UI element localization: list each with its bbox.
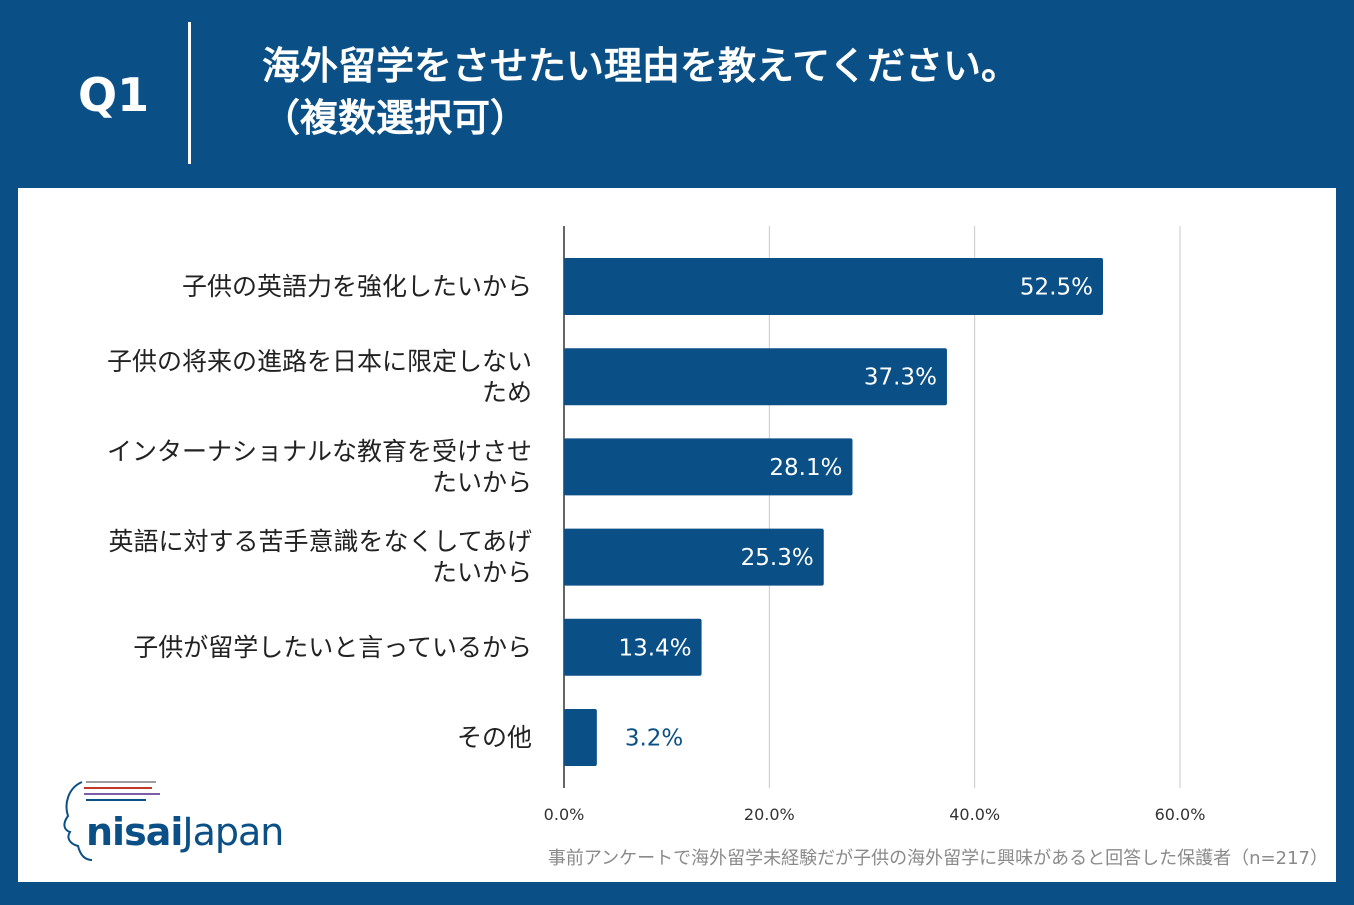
bar-value-label: 3.2% (625, 726, 683, 752)
bar-chart: 0.0% 20.0% 40.0% 60.0% 52.5% 37.3% 28.1% 25.3% 1… (544, 226, 1206, 824)
x-tick-label: 0.0% (544, 805, 585, 824)
nisai-japan-logo: nisaiJapan (56, 774, 316, 864)
category-label-line: 子供の英語力を強化したいから (181, 272, 532, 301)
chart-panel: 0.0% 20.0% 40.0% 60.0% 52.5% 37.3% 28.1% 25.3% 1… (18, 188, 1336, 882)
footnote: 事前アンケートで海外留学未経験だが子供の海外留学に興味があると回答した保護者（n… (547, 848, 1328, 869)
x-tick-label: 60.0% (1155, 805, 1206, 824)
bar-value-label: 13.4% (618, 635, 691, 661)
question-title-line1: 海外留学をさせたい理由を教えてください。 (262, 44, 1019, 88)
bar-value-label: 52.5% (1020, 275, 1093, 301)
category-label: 子供の英語力を強化したいから (32, 271, 532, 302)
question-title: 海外留学をさせたい理由を教えてください。 （複数選択可） (262, 40, 1019, 144)
category-label-line: 子供が留学したいと言っているから (133, 632, 532, 662)
question-number: Q1 (78, 68, 150, 122)
category-label-line: たいから (431, 558, 532, 588)
bar-value-label: 28.1% (769, 455, 842, 481)
category-label-line: 英語に対する苦手意識をなくしてあげ (108, 527, 532, 557)
bar (564, 709, 597, 766)
category-label: 子供が留学したいと言っているから (32, 632, 532, 663)
bar (564, 258, 1103, 315)
header-divider (188, 22, 191, 164)
x-tick-label: 40.0% (949, 805, 1000, 824)
category-label: その他 (32, 722, 532, 753)
category-label-line: ため (481, 377, 532, 407)
category-label: 英語に対する苦手意識をなくしてあげ たいから (32, 526, 532, 588)
category-label-line: 子供の将来の進路を日本に限定しない (106, 346, 532, 376)
logo-head-icon (63, 781, 160, 861)
bar (564, 438, 853, 496)
bar (564, 528, 824, 586)
category-label-line: その他 (456, 723, 532, 752)
bar-value-label: 37.3% (864, 365, 937, 391)
category-label-line: インターナショナルな教育を受けさせ (106, 436, 532, 466)
header: Q1 海外留学をさせたい理由を教えてください。 （複数選択可） (0, 0, 1354, 188)
bar (564, 618, 702, 676)
question-title-line2: （複数選択可） (262, 96, 529, 140)
bar (564, 348, 947, 406)
category-label: インターナショナルな教育を受けさせ たいから (32, 436, 532, 498)
bar-value-label: 25.3% (741, 545, 814, 571)
category-label: 子供の将来の進路を日本に限定しない ため (32, 346, 532, 408)
category-label-line: たいから (431, 467, 532, 497)
x-tick-label: 20.0% (744, 805, 795, 824)
logo-text: nisaiJapan (86, 810, 284, 854)
